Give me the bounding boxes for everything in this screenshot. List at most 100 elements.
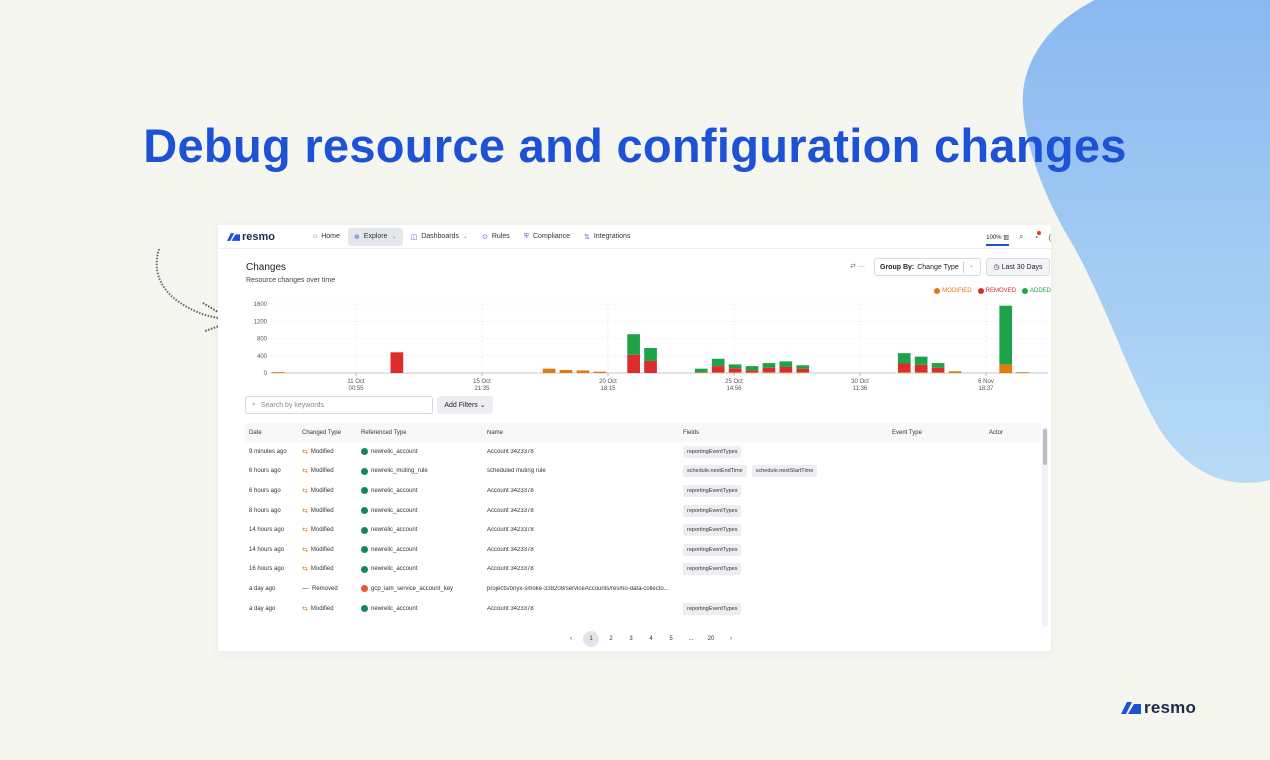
- cell-name[interactable]: Account 3423378: [487, 507, 534, 514]
- nav-dashboards-label: Dashboards: [421, 233, 459, 240]
- table-row[interactable]: 16 hours ago ⇆ Modified newrelic_account Acc…: [245, 560, 1041, 580]
- referenced-type-label[interactable]: newrelic_muting_rule: [371, 468, 428, 475]
- cell-name[interactable]: Account 3423378: [487, 527, 534, 534]
- x-tick-label: 15 Oct: [473, 379, 491, 385]
- cell-date: 16 hours ago: [249, 566, 285, 573]
- gcp-icon: [361, 585, 368, 593]
- bar-modified: [1016, 372, 1029, 373]
- bar-added: [728, 364, 742, 369]
- page-button-1[interactable]: 1: [583, 631, 599, 647]
- referenced-type-label[interactable]: newrelic_account: [371, 527, 418, 534]
- scrollbar-thumb[interactable]: [1043, 429, 1047, 465]
- column-header-changed-type[interactable]: Changed Type: [302, 429, 341, 436]
- user-avatar-icon[interactable]: (: [1048, 232, 1051, 242]
- table-row[interactable]: 6 hours ago ⇆ Modified newrelic_account Acco…: [245, 481, 1041, 501]
- legend-swatch-added: [1021, 288, 1028, 294]
- cell-name[interactable]: Account 3423378: [487, 448, 534, 455]
- cell-changed-type: ⇆ Modified: [302, 605, 361, 613]
- compliance-icon: ⛨: [523, 232, 529, 240]
- y-tick-label: 1200: [254, 319, 268, 325]
- group-by-select[interactable]: Group By: Change Type ⌄: [874, 258, 981, 276]
- table-row[interactable]: 6 hours ago ⇆ Modified newrelic_muting_rule…: [245, 462, 1041, 482]
- page-button-4[interactable]: 4: [649, 636, 653, 642]
- referenced-type-label[interactable]: newrelic_account: [371, 507, 418, 514]
- page-button-3[interactable]: 3: [629, 636, 633, 642]
- newrelic-icon: [361, 565, 368, 573]
- resmo-logo[interactable]: resmo: [227, 231, 307, 243]
- referenced-type-label[interactable]: newrelic_account: [371, 566, 418, 573]
- cell-changed-type: ⇆ Modified: [302, 565, 361, 573]
- date-range-button[interactable]: ◷ Last 30 Days: [986, 258, 1050, 276]
- modified-icon: ⇆: [302, 546, 308, 554]
- cell-name[interactable]: Account 3423378: [487, 546, 534, 553]
- nav-integrations[interactable]: ⇅ Integrations: [578, 228, 636, 246]
- bar-modified: [897, 372, 911, 373]
- table-row[interactable]: a day ago ⇆ Modified newrelic_account Accoun…: [245, 599, 1041, 619]
- x-tick-time-label: 21:35: [474, 386, 490, 392]
- nav-home[interactable]: ⌂ Home: [307, 228, 346, 246]
- zoom-value: 100%: [986, 234, 1002, 241]
- legend-modified[interactable]: MODIFIED: [934, 288, 972, 294]
- nav-explore[interactable]: ⊕ Explore ⌄: [347, 227, 403, 246]
- cell-changed-type: ⇆ Modified: [302, 507, 361, 515]
- nav-compliance[interactable]: ⛨ Compliance: [518, 228, 576, 246]
- table-row[interactable]: a day ago — Removed gcp_iam_service_account…: [245, 579, 1041, 599]
- cell-fields: reportingEventTypes: [683, 504, 892, 517]
- cell-fields: schedule.nextEndTime schedule.nextStartTi…: [683, 465, 892, 478]
- table-row[interactable]: 14 hours ago ⇆ Modified newrelic_account Acc…: [245, 540, 1041, 560]
- legend-added[interactable]: ADDED: [1021, 288, 1051, 294]
- prev-page-button[interactable]: ‹: [570, 636, 572, 642]
- chevron-down-icon: ⌄: [391, 234, 397, 240]
- referenced-type-label[interactable]: newrelic_account: [371, 546, 418, 553]
- page-button-2[interactable]: 2: [609, 636, 613, 642]
- column-header-date[interactable]: Date: [249, 429, 262, 436]
- table-row[interactable]: 8 hours ago ⇆ Modified newrelic_account Acco…: [245, 501, 1041, 521]
- cell-name[interactable]: Account 3423378: [487, 487, 534, 494]
- notification-icon[interactable]: ◔: [1033, 230, 1042, 242]
- referenced-type-label[interactable]: newrelic_account: [371, 487, 418, 494]
- page-button-5[interactable]: 5: [669, 636, 673, 642]
- x-tick-time-label: 18:15: [600, 386, 616, 392]
- search-icon[interactable]: ⌕: [1019, 232, 1024, 241]
- page-button-20[interactable]: 20: [707, 636, 715, 642]
- cell-fields: reportingEventTypes: [683, 484, 892, 497]
- referenced-type-label[interactable]: newrelic_account: [371, 605, 418, 612]
- cell-name[interactable]: projects/onyx-smoke-338208/serviceAccoun…: [487, 585, 669, 592]
- bar-modified: [728, 372, 742, 373]
- bar-removed: [390, 352, 404, 373]
- search-input[interactable]: ⌕ Search by keywords: [245, 396, 433, 414]
- next-page-button[interactable]: ›: [730, 636, 732, 642]
- modified-icon: ⇆: [302, 487, 308, 495]
- bar-added: [745, 366, 759, 371]
- bar-modified: [272, 372, 285, 373]
- table-row[interactable]: 9 minutes ago ⇆ Modified newrelic_account Ac…: [245, 442, 1041, 462]
- search-icon: ⌕: [252, 401, 256, 408]
- column-header-fields[interactable]: Fields: [683, 429, 700, 436]
- table-scrollbar[interactable]: [1042, 427, 1048, 627]
- cell-date: 9 minutes ago: [249, 448, 287, 455]
- changed-type-label: Modified: [310, 468, 334, 475]
- column-header-event-type[interactable]: Event Type: [892, 429, 922, 436]
- cell-name[interactable]: scheduled muting rule: [487, 468, 546, 475]
- cell-referenced-type: newrelic_account: [361, 605, 487, 613]
- referenced-type-label[interactable]: gcp_iam_service_account_key: [371, 585, 454, 592]
- column-header-name[interactable]: Name: [487, 429, 504, 436]
- cell-date: 14 hours ago: [249, 527, 285, 534]
- column-header-referenced-type[interactable]: Referenced Type: [361, 429, 407, 436]
- cell-name[interactable]: Account 3423378: [487, 605, 534, 612]
- cell-name[interactable]: Account 3423378: [487, 566, 534, 573]
- legend-removed[interactable]: REMOVED: [977, 288, 1016, 294]
- group-by-label: Group By:: [880, 263, 915, 271]
- refresh-icon[interactable]: ⇄ —: [850, 263, 865, 270]
- nav-rules[interactable]: ⊙ Rules: [476, 228, 516, 246]
- bar-removed: [914, 364, 928, 373]
- notification-dot: [1037, 230, 1042, 235]
- table-row[interactable]: 14 hours ago ⇆ Modified newrelic_account Acc…: [245, 520, 1041, 540]
- referenced-type-label[interactable]: newrelic_account: [371, 448, 418, 455]
- modified-icon: ⇆: [302, 527, 308, 535]
- zoom-indicator[interactable]: 100% ▥: [986, 234, 1009, 246]
- column-header-actor[interactable]: Actor: [989, 429, 1004, 436]
- bar-modified: [576, 370, 590, 373]
- nav-dashboards[interactable]: ◫ Dashboards ⌄: [405, 228, 474, 246]
- add-filters-button[interactable]: Add Filters ⌄: [437, 396, 493, 414]
